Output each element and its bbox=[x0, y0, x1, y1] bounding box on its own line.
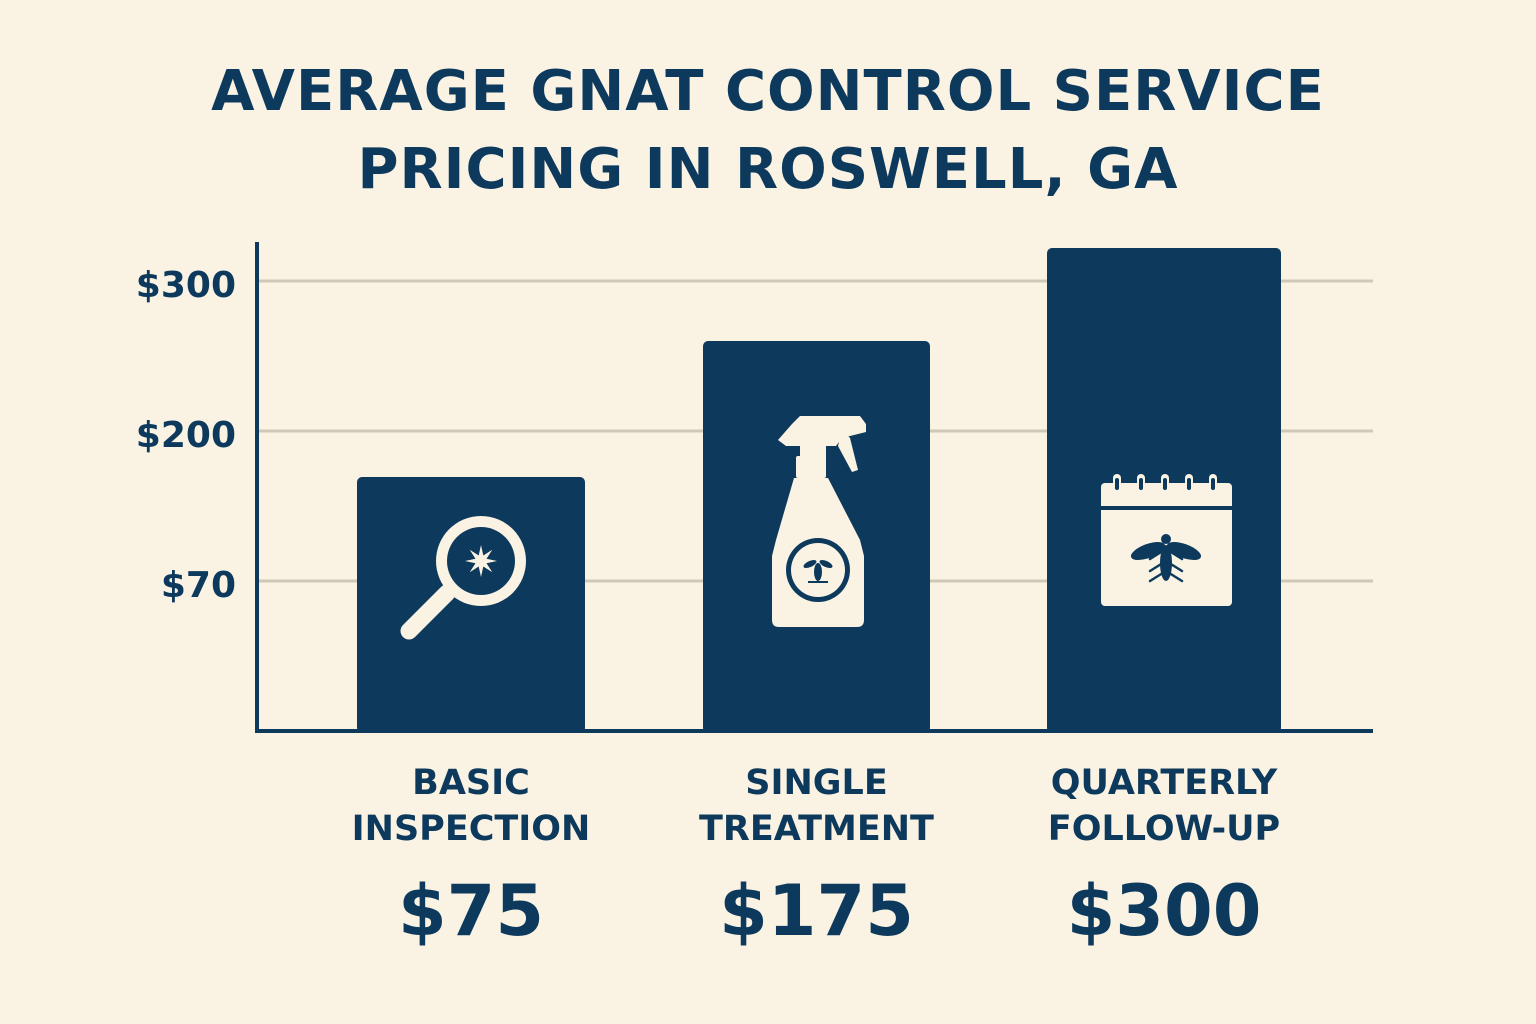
category-label: SINGLE TREATMENT bbox=[667, 760, 967, 852]
category-label: BASIC INSPECTION bbox=[321, 760, 621, 852]
value-label: $300 bbox=[1066, 870, 1262, 952]
chart-title-line-1: AVERAGE GNAT CONTROL SERVICE bbox=[211, 59, 1325, 124]
category-label: QUARTERLY FOLLOW-UP bbox=[1014, 760, 1314, 852]
category-label-line: QUARTERLY bbox=[1050, 763, 1278, 803]
calendar-gnat-icon bbox=[1101, 474, 1232, 606]
spray-bottle-icon bbox=[772, 416, 866, 627]
category-label-line: TREATMENT bbox=[699, 809, 934, 849]
value-label: $75 bbox=[397, 870, 545, 952]
magnifier-gnat-icon bbox=[400, 516, 526, 640]
category-label-line: SINGLE bbox=[745, 763, 888, 803]
category-label-line: INSPECTION bbox=[351, 809, 591, 849]
category-label-line: BASIC bbox=[412, 763, 530, 803]
bar bbox=[357, 477, 585, 733]
y-tick-label: $70 bbox=[161, 565, 236, 606]
category-label-line: FOLLOW-UP bbox=[1047, 809, 1281, 849]
y-tick-label: $300 bbox=[136, 265, 236, 306]
value-label: $175 bbox=[719, 870, 914, 952]
chart-title-line-2: PRICING IN ROSWELL, GA bbox=[357, 137, 1179, 202]
y-tick-label: $200 bbox=[136, 415, 236, 456]
